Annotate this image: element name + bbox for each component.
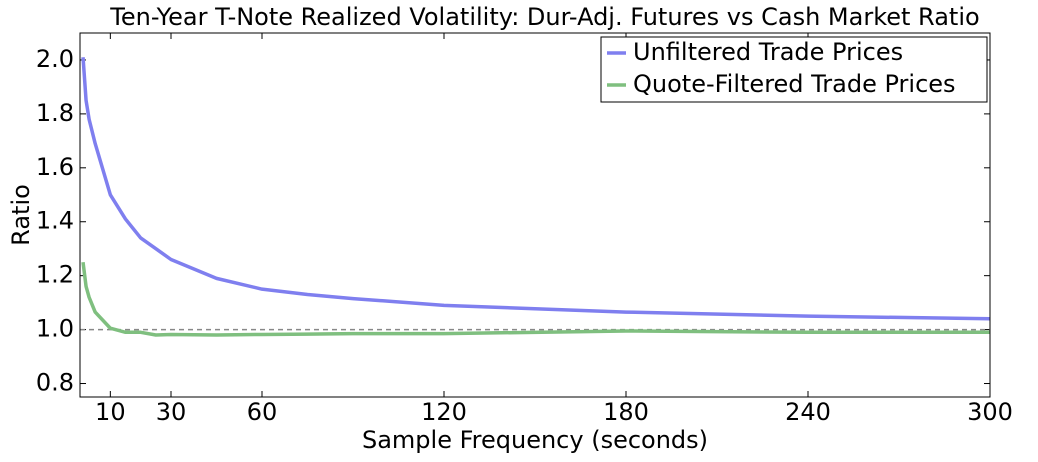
y-tick-label: 1.6 [36, 153, 74, 181]
x-tick-label: 240 [785, 398, 831, 426]
y-axis-label: Ratio [7, 184, 35, 246]
chart-title: Ten-Year T-Note Realized Volatility: Dur… [109, 3, 979, 31]
series-line [81, 57, 991, 321]
y-tick-label: 2.0 [36, 45, 74, 73]
plot-frame [79, 32, 991, 398]
y-tick-label: 1.4 [36, 207, 74, 235]
legend-label: Quote-Filtered Trade Prices [633, 70, 956, 98]
x-tick-label: 60 [247, 398, 278, 426]
x-tick-label: 10 [95, 398, 126, 426]
legend-label: Unfiltered Trade Prices [633, 38, 903, 66]
series-line [81, 261, 990, 337]
y-tick-label: 1.2 [36, 261, 74, 289]
legend-box [600, 36, 988, 103]
x-tick-label: 120 [421, 398, 467, 426]
x-tick-label: 30 [156, 398, 187, 426]
y-tick-label: 0.8 [36, 369, 74, 397]
y-tick-label: 1.8 [36, 99, 74, 127]
y-tick-label: 1.0 [36, 315, 74, 343]
x-axis-label: Sample Frequency (seconds) [362, 426, 708, 454]
x-tick-label: 180 [603, 398, 649, 426]
x-tick-label: 300 [967, 398, 1013, 426]
